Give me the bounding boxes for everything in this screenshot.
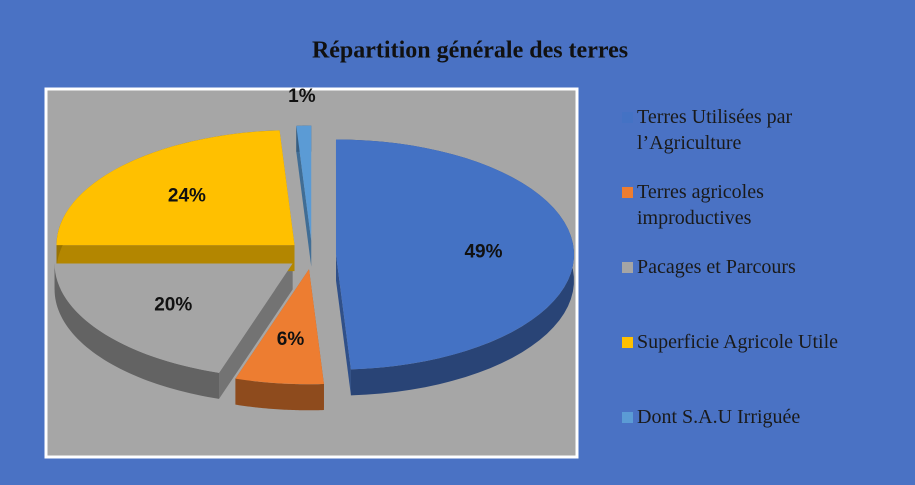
slice (296, 125, 312, 241)
legend-label: Terres Utilisées par l’Agriculture (637, 106, 793, 154)
legend-swatch (622, 112, 633, 123)
slice-cut-face (335, 254, 351, 396)
legend-label: Dont S.A.U Irriguée (637, 406, 801, 428)
slice (335, 139, 574, 370)
slice (235, 269, 324, 385)
legend-swatch (622, 412, 633, 423)
legend-swatch (622, 187, 633, 198)
slice (54, 263, 293, 373)
legend-label: Superficie Agricole Utile (637, 331, 839, 353)
slice-side (235, 378, 324, 411)
slice-cut-face (219, 263, 293, 399)
slice-cut-face (296, 125, 312, 267)
data-label: 24% (168, 185, 206, 206)
legend-item: Dont S.A.U Irriguée (612, 404, 912, 430)
chart-title: Répartition générale des terres (312, 38, 628, 64)
legend-item: Pacages et Parcours (612, 254, 912, 280)
slice (56, 130, 295, 246)
legend-swatch (622, 337, 633, 348)
legend-item: Terres Utilisées par l’Agriculture (612, 104, 912, 156)
legend-label: Pacages et Parcours (637, 256, 796, 278)
data-label: 20% (154, 294, 192, 315)
data-label: 49% (464, 241, 502, 262)
legend-item: Superficie Agricole Utile (612, 329, 912, 355)
data-label: 1% (288, 86, 316, 107)
slice-side (54, 263, 220, 399)
legend-label: Terres agricoles improductives (637, 181, 764, 229)
legend-item: Terres agricoles improductives (612, 179, 912, 231)
legend-swatch (622, 262, 633, 273)
data-label: 6% (277, 329, 305, 350)
